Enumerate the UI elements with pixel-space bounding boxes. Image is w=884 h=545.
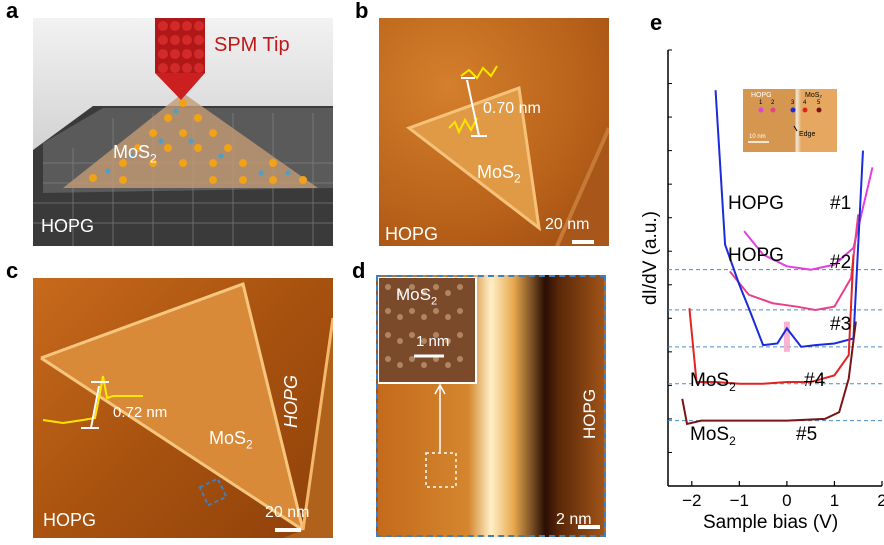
panel-letter-d: d (352, 258, 366, 283)
inset-point-5: 5 (817, 100, 821, 106)
hopg-label-c: HOPG (43, 510, 97, 530)
height-label-c: 0.72 nm (113, 404, 168, 421)
height-label-b: 0.70 nm (483, 100, 541, 117)
hopg-label-b: HOPG (385, 224, 439, 244)
x-tick-label: −1 (730, 491, 749, 510)
scale-label-d: 2 nm (556, 511, 592, 528)
inset-point-3: 3 (791, 100, 795, 106)
inset-edge-label: Edge (799, 131, 816, 138)
curve-number-2: #2 (830, 252, 852, 273)
hopg-vertical-label-d: HOPG (580, 388, 599, 439)
panel-d-stm-image: MoS2 1 nm HOPG 2 nm (376, 275, 606, 537)
x-tick-label: −2 (682, 491, 701, 510)
mos2-label-c: MoS2 (209, 428, 253, 452)
mos2-inset-label-d: MoS2 (396, 285, 438, 308)
inset-points (748, 107, 822, 143)
mos2-label-b: MoS2 (477, 162, 521, 186)
inset-scale-label: 10 nm (749, 134, 766, 140)
x-tick-label: 2 (877, 491, 884, 510)
panel-letter-a: a (6, 0, 19, 23)
inset-hopg-label: HOPG (751, 92, 772, 99)
hopg-label-a: HOPG (41, 216, 95, 236)
curve-label-hopg-2: HOPG (728, 245, 784, 266)
inset-point-4: 4 (803, 100, 807, 106)
panel-letter-c: c (6, 258, 19, 283)
curve-label-hopg-1: HOPG (728, 193, 784, 214)
x-tick-label: 1 (830, 491, 839, 510)
mos2-hopg-illustration (33, 18, 333, 246)
chart-ticks: −2 −1 0 1 2 (682, 481, 884, 510)
curve-number-3: #3 (830, 314, 852, 335)
panel-letter-b: b (355, 0, 369, 23)
x-tick-label: 0 (782, 491, 791, 510)
spm-tip-label: SPM Tip (214, 34, 290, 56)
stm-edge-d (378, 277, 600, 529)
curve-label-mos2-5: MoS2 (690, 424, 736, 448)
panel-letter-e: e (650, 10, 663, 35)
panel-a-illustration: SPM Tip MoS2 HOPG (33, 18, 333, 246)
stm-triangle-b (405, 65, 609, 246)
inset-point-2: 2 (771, 100, 775, 106)
panel-b-stm-image: 0.70 nm MoS2 20 nm HOPG (379, 18, 609, 246)
chart-xlabel: Sample bias (V) (703, 512, 839, 533)
curve-number-4: #4 (804, 370, 826, 391)
zero-bias-highlight (783, 321, 790, 352)
curve-number-1: #1 (830, 193, 852, 214)
inset-point-1: 1 (759, 100, 763, 106)
curve-label-mos2-4: MoS2 (690, 370, 736, 394)
chart-ylabel: dI/dV (a.u.) (640, 211, 661, 305)
inset-scale-label-d: 1 nm (416, 333, 450, 350)
mos2-label-a: MoS2 (113, 142, 157, 166)
stm-triangle-c (40, 282, 333, 538)
hopg-vertical-label-c: HOPG (281, 374, 301, 428)
series-line-4 (688, 254, 855, 385)
scale-label-c: 20 nm (265, 504, 310, 521)
inset-mos2-label: MoS₂ (805, 92, 823, 99)
curve-number-5: #5 (796, 424, 818, 445)
chart-baselines (668, 269, 882, 422)
panel-e-inset: HOPG MoS₂ 1 2 3 4 5 10 nm Edge (742, 88, 838, 153)
panel-c-stm-image: 0.72 nm MoS2 HOPG HOPG 20 nm (33, 278, 333, 538)
scale-label-b: 20 nm (545, 216, 590, 233)
